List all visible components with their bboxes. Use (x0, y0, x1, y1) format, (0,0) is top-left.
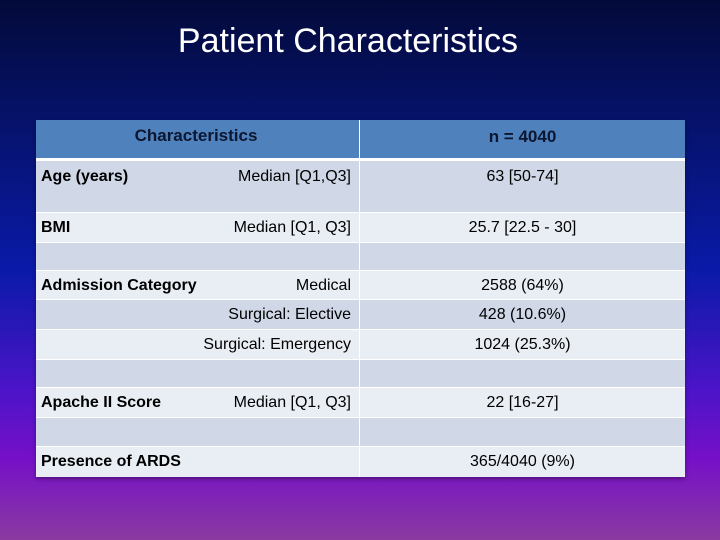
row-sublabel: Median [Q1, Q3] (233, 394, 351, 411)
row-value-cell (360, 360, 685, 387)
row-value: 63 [50-74] (486, 168, 559, 185)
row-left-cell (36, 418, 360, 446)
header-label-characteristics: Characteristics (134, 126, 258, 145)
table-row: BMI Median [Q1, Q3] 25.7 [22.5 - 30] (36, 213, 685, 243)
row-label: Apache II Score (41, 394, 162, 411)
row-value-cell: 1024 (25.3%) (360, 330, 685, 359)
header-cell-characteristics: Characteristics (36, 120, 360, 158)
row-value-cell: 428 (10.6%) (360, 300, 685, 329)
row-label: Presence of ARDS (41, 453, 181, 470)
table-header-row: Characteristics n = 4040 (36, 120, 685, 161)
row-sublabel: Median [Q1,Q3] (238, 168, 351, 185)
header-cell-n: n = 4040 (360, 120, 685, 158)
patient-characteristics-table: Characteristics n = 4040 Age (years) Med… (36, 120, 685, 477)
row-value: 25.7 [22.5 - 30] (468, 219, 577, 236)
row-left-cell (36, 360, 360, 387)
slide-title: Patient Characteristics (177, 22, 519, 60)
row-value-cell: 63 [50-74] (360, 161, 685, 212)
row-value: 2588 (64%) (481, 277, 564, 294)
row-value-cell: 25.7 [22.5 - 30] (360, 213, 685, 242)
row-value: 22 [16-27] (486, 394, 559, 411)
row-left-cell: BMI Median [Q1, Q3] (36, 213, 360, 242)
row-sublabel: Medical (295, 277, 351, 294)
row-label: BMI (41, 219, 71, 236)
table-row: Apache II Score Median [Q1, Q3] 22 [16-2… (36, 388, 685, 418)
row-left-cell (36, 243, 360, 270)
table-row: Surgical: Elective 428 (10.6%) (36, 300, 685, 330)
row-left-cell: Presence of ARDS (36, 447, 360, 477)
row-value-cell (360, 243, 685, 270)
row-value-cell: 2588 (64%) (360, 271, 685, 299)
header-label-n: n = 4040 (488, 127, 557, 146)
row-value-cell: 22 [16-27] (360, 388, 685, 417)
table-row: Admission Category Medical 2588 (64%) (36, 271, 685, 300)
row-left-cell: Apache II Score Median [Q1, Q3] (36, 388, 360, 417)
table-row-empty (36, 243, 685, 271)
row-sublabel: Surgical: Elective (228, 306, 351, 323)
row-value-cell: 365/4040 (9%) (360, 447, 685, 477)
row-value: 365/4040 (9%) (470, 453, 575, 470)
table-row-empty (36, 360, 685, 388)
table-row: Surgical: Emergency 1024 (25.3%) (36, 330, 685, 360)
row-left-cell: Admission Category Medical (36, 271, 360, 299)
row-label: Admission Category (41, 277, 197, 294)
row-left-cell: Age (years) Median [Q1,Q3] (36, 161, 360, 212)
row-left-cell: Surgical: Emergency (36, 330, 360, 359)
table-row-empty (36, 418, 685, 447)
row-value: 428 (10.6%) (478, 306, 567, 323)
row-left-cell: Surgical: Elective (36, 300, 360, 329)
row-label: Age (years) (41, 168, 129, 185)
table-row: Presence of ARDS 365/4040 (9%) (36, 447, 685, 477)
table-row: Age (years) Median [Q1,Q3] 63 [50-74] (36, 161, 685, 213)
row-value-cell (360, 418, 685, 446)
row-sublabel: Surgical: Emergency (203, 336, 351, 353)
row-value: 1024 (25.3%) (474, 336, 571, 353)
row-sublabel: Median [Q1, Q3] (233, 219, 351, 236)
